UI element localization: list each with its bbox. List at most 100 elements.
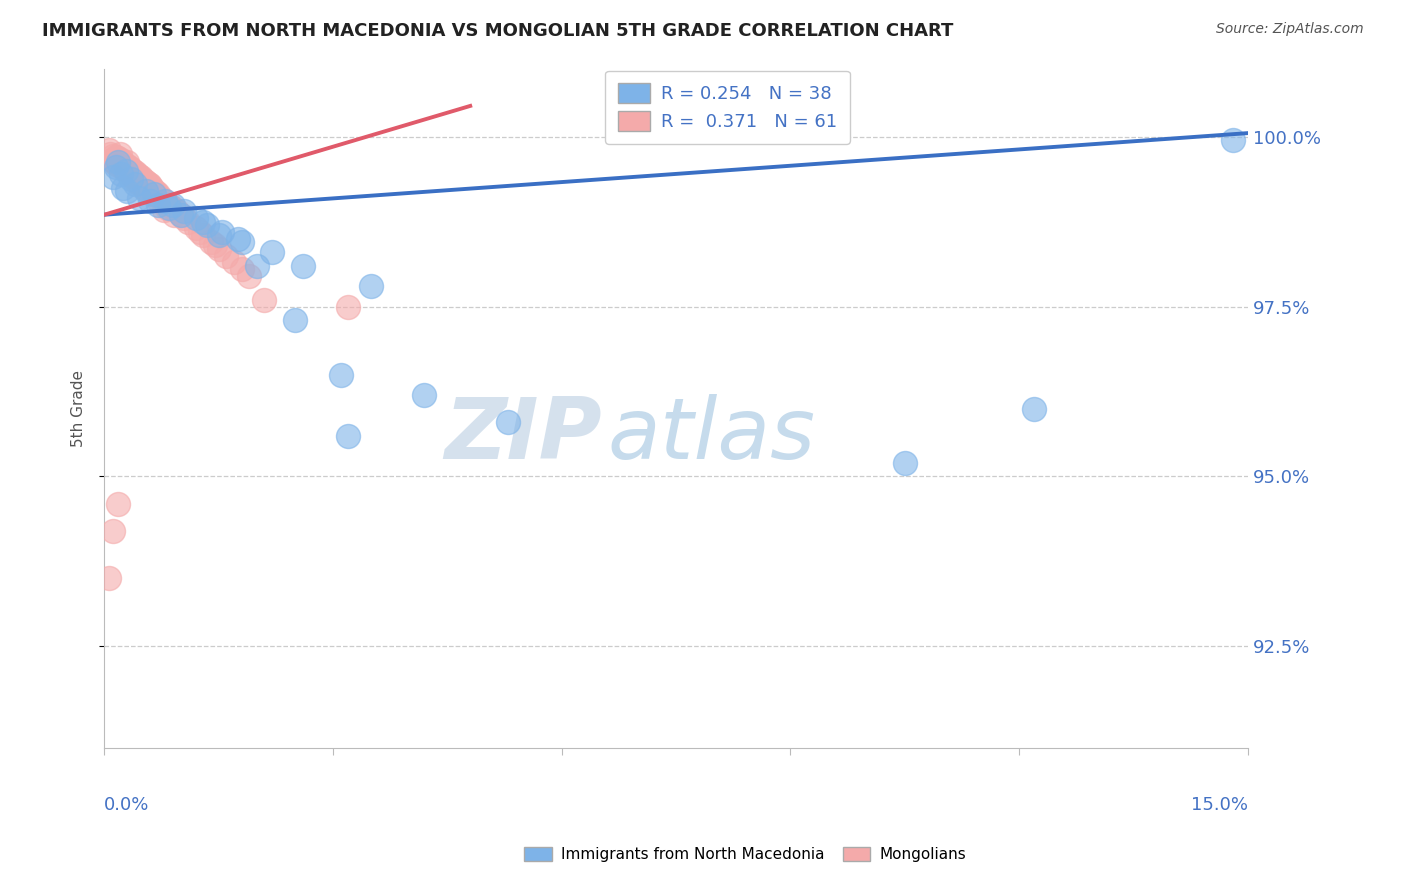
- Point: [138, 177, 160, 191]
- Point: [222, 255, 245, 269]
- Point: [121, 169, 143, 183]
- Point: [238, 268, 260, 283]
- Point: [129, 170, 152, 185]
- Point: [112, 157, 135, 171]
- Point: [141, 187, 163, 202]
- Point: [195, 218, 218, 232]
- Point: [139, 178, 162, 193]
- Legend: Immigrants from North Macedonia, Mongolians: Immigrants from North Macedonia, Mongoli…: [517, 841, 973, 868]
- Point: [284, 313, 307, 327]
- Point: [260, 245, 283, 260]
- Point: [103, 170, 125, 185]
- Point: [157, 197, 180, 211]
- Point: [413, 388, 436, 402]
- Text: IMMIGRANTS FROM NORTH MACEDONIA VS MONGOLIAN 5TH GRADE CORRELATION CHART: IMMIGRANTS FROM NORTH MACEDONIA VS MONGO…: [42, 22, 953, 40]
- Point: [215, 248, 238, 262]
- Point: [103, 524, 125, 538]
- Point: [131, 171, 153, 186]
- Point: [108, 146, 131, 161]
- Point: [135, 175, 157, 189]
- Point: [231, 262, 253, 277]
- Point: [188, 225, 211, 239]
- Point: [128, 176, 150, 190]
- Point: [200, 235, 222, 249]
- Point: [141, 180, 163, 194]
- Point: [1222, 133, 1244, 147]
- Point: [146, 187, 169, 202]
- Point: [110, 153, 132, 168]
- Point: [120, 162, 142, 177]
- Point: [155, 194, 177, 208]
- Point: [115, 155, 138, 169]
- Text: 0.0%: 0.0%: [104, 796, 149, 814]
- Point: [104, 155, 127, 169]
- Point: [104, 160, 127, 174]
- Legend: R = 0.254   N = 38, R =  0.371   N = 61: R = 0.254 N = 38, R = 0.371 N = 61: [605, 70, 849, 144]
- Point: [169, 208, 191, 222]
- Point: [169, 208, 191, 222]
- Point: [139, 194, 162, 208]
- Point: [162, 197, 184, 211]
- Point: [97, 572, 120, 586]
- Point: [150, 191, 173, 205]
- Point: [162, 201, 184, 215]
- Point: [253, 293, 276, 307]
- Text: 15.0%: 15.0%: [1191, 796, 1249, 814]
- Point: [124, 177, 146, 191]
- Point: [112, 180, 135, 194]
- Point: [163, 208, 186, 222]
- Point: [107, 151, 129, 165]
- Point: [291, 259, 314, 273]
- Point: [204, 238, 226, 252]
- Point: [337, 428, 360, 442]
- Point: [177, 214, 200, 228]
- Point: [142, 184, 165, 198]
- Point: [208, 228, 231, 243]
- Point: [101, 153, 124, 168]
- Point: [103, 148, 125, 162]
- Point: [97, 143, 120, 157]
- Point: [125, 174, 148, 188]
- Point: [329, 368, 352, 382]
- Point: [184, 211, 207, 226]
- Point: [128, 169, 150, 183]
- Point: [146, 197, 169, 211]
- Point: [173, 211, 195, 226]
- Point: [136, 183, 159, 197]
- Point: [184, 221, 207, 235]
- Point: [125, 167, 148, 181]
- Point: [156, 201, 179, 215]
- Point: [118, 167, 141, 181]
- Point: [157, 201, 180, 215]
- Point: [115, 184, 138, 198]
- Point: [107, 497, 129, 511]
- Text: Source: ZipAtlas.com: Source: ZipAtlas.com: [1216, 22, 1364, 37]
- Point: [211, 225, 233, 239]
- Text: atlas: atlas: [607, 394, 815, 477]
- Point: [124, 165, 146, 179]
- Text: ZIP: ZIP: [444, 394, 602, 477]
- Point: [231, 235, 253, 249]
- Point: [155, 194, 177, 208]
- Y-axis label: 5th Grade: 5th Grade: [72, 370, 86, 447]
- Point: [114, 158, 136, 172]
- Point: [128, 191, 150, 205]
- Point: [337, 300, 360, 314]
- Point: [193, 214, 215, 228]
- Point: [112, 162, 135, 177]
- Point: [132, 180, 155, 194]
- Point: [208, 242, 231, 256]
- Point: [104, 150, 127, 164]
- Point: [173, 204, 195, 219]
- Point: [114, 163, 136, 178]
- Point: [152, 202, 174, 217]
- Point: [100, 146, 122, 161]
- Point: [105, 157, 128, 171]
- Point: [118, 160, 141, 174]
- Point: [111, 160, 134, 174]
- Point: [142, 187, 165, 202]
- Point: [226, 231, 249, 245]
- Point: [120, 171, 142, 186]
- Point: [166, 204, 188, 219]
- Point: [246, 259, 269, 273]
